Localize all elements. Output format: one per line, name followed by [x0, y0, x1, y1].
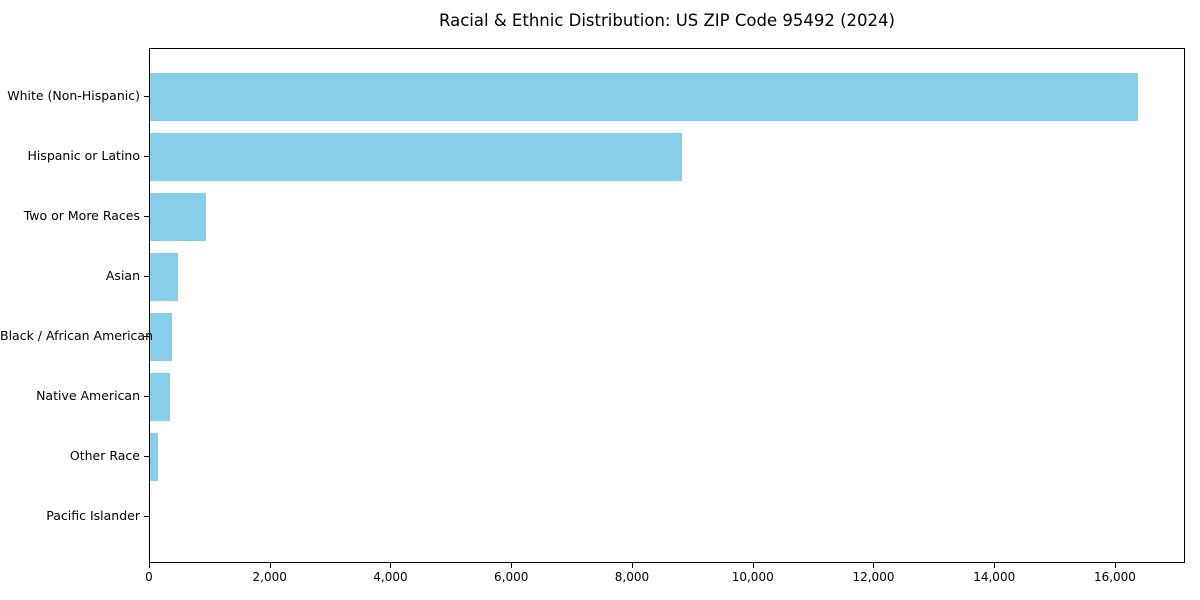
xtick-label: 10,000	[731, 570, 774, 584]
ytick-mark	[144, 155, 149, 157]
ytick-mark	[144, 455, 149, 457]
xtick-mark	[269, 563, 271, 568]
bar	[150, 192, 206, 241]
bar	[150, 432, 159, 481]
bar	[150, 372, 170, 421]
xtick-label: 14,000	[973, 570, 1016, 584]
ytick-label: Pacific Islander	[46, 508, 140, 523]
xtick-mark	[994, 563, 996, 568]
bar	[150, 312, 173, 361]
ytick-label: Native American	[36, 388, 140, 403]
bar	[150, 72, 1138, 121]
ytick-mark	[144, 515, 149, 517]
ytick-mark	[144, 395, 149, 397]
xtick-mark	[149, 563, 150, 568]
bar	[150, 252, 179, 301]
ytick-mark	[144, 335, 149, 337]
xtick-mark	[511, 563, 513, 568]
xtick-label: 2,000	[252, 570, 287, 584]
xtick-label: 0	[145, 570, 153, 584]
xtick-mark	[873, 563, 875, 568]
xtick-label: 12,000	[852, 570, 895, 584]
ytick-mark	[144, 95, 149, 97]
ytick-label: White (Non-Hispanic)	[7, 88, 140, 103]
ytick-label: Hispanic or Latino	[27, 148, 140, 163]
ytick-mark	[144, 215, 149, 217]
xtick-label: 6,000	[494, 570, 529, 584]
xtick-mark	[752, 563, 754, 568]
ytick-label: Two or More Races	[23, 208, 140, 223]
xtick-label: 4,000	[373, 570, 408, 584]
xtick-mark	[1114, 563, 1116, 568]
xtick-label: 16,000	[1093, 570, 1136, 584]
xtick-mark	[390, 563, 392, 568]
xtick-mark	[631, 563, 633, 568]
plot-area	[149, 48, 1185, 563]
ytick-mark	[144, 275, 149, 277]
ytick-label: Asian	[105, 268, 140, 283]
ytick-label: Black / African American	[0, 328, 154, 343]
ytick-label: Other Race	[69, 448, 140, 463]
xtick-label: 8,000	[614, 570, 650, 584]
chart-title: Racial & Ethnic Distribution: US ZIP Cod…	[439, 11, 895, 30]
bar	[150, 132, 682, 181]
